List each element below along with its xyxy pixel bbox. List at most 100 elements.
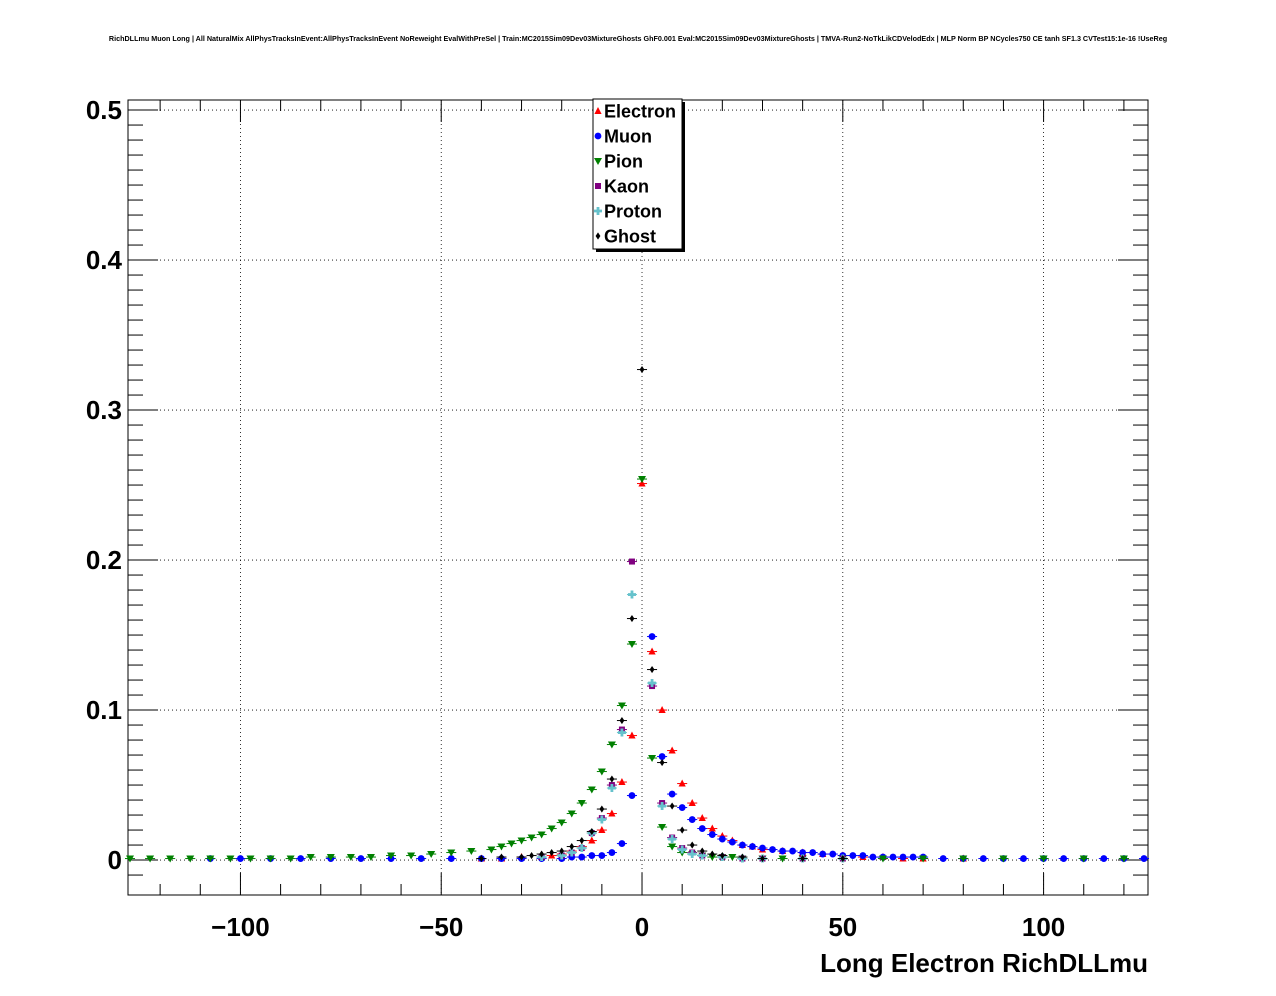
legend-label-electron: Electron	[604, 102, 676, 122]
data-point-pion	[567, 810, 576, 818]
data-point-pion	[597, 768, 606, 776]
data-point-ghost	[649, 665, 655, 674]
data-point-pion	[387, 852, 396, 860]
data-point-ghost	[719, 851, 725, 860]
data-point-muon	[728, 838, 736, 846]
data-point-electron	[648, 647, 656, 655]
y-tick-label: 0.5	[86, 95, 122, 125]
data-point-muon	[739, 841, 746, 849]
data-points	[124, 365, 1150, 863]
y-tick-label: 0.2	[86, 545, 122, 575]
data-point-muon	[297, 855, 305, 862]
data-point-ghost	[539, 850, 545, 858]
data-point-ghost	[569, 842, 575, 851]
data-point-pion	[919, 855, 928, 863]
data-point-muon	[417, 855, 425, 862]
data-point-ghost	[669, 802, 675, 810]
data-point-pion	[517, 837, 526, 845]
data-point-ghost	[760, 854, 765, 863]
data-point-pion	[638, 476, 647, 484]
data-point-electron	[628, 731, 636, 739]
data-point-pion	[206, 855, 215, 863]
data-point-pion	[1039, 855, 1048, 863]
data-point-ghost	[619, 716, 625, 725]
y-tick-label: 0	[108, 845, 122, 875]
legend-label-ghost: Ghost	[604, 227, 656, 247]
data-point-muon	[1020, 855, 1027, 862]
data-point-electron	[708, 824, 716, 832]
data-point-ghost	[519, 853, 524, 861]
data-point-proton	[658, 802, 667, 811]
axes: −100 −50 0 50 100 0 0.1 0.2 0.3 0.4 0.5	[86, 95, 1149, 942]
x-axis-title: Long Electron RichDLLmu	[820, 948, 1148, 978]
data-point-proton	[688, 850, 697, 859]
data-point-muon	[588, 852, 596, 859]
x-tick-label: 50	[828, 912, 857, 942]
data-point-pion	[306, 854, 315, 862]
data-point-pion	[648, 755, 657, 763]
data-point-electron	[678, 779, 686, 787]
data-point-pion	[467, 848, 476, 856]
x-tick-label: −50	[419, 912, 463, 942]
data-point-ghost	[740, 853, 745, 861]
data-point-pion	[557, 819, 566, 827]
data-point-pion	[246, 855, 255, 863]
data-point-electron	[598, 826, 606, 834]
data-point-electron	[658, 706, 666, 714]
data-point-ghost	[549, 848, 555, 857]
data-point-proton	[698, 851, 707, 860]
data-point-pion	[166, 855, 175, 863]
data-point-muon	[718, 835, 726, 843]
data-point-pion	[507, 840, 516, 848]
data-point-ghost	[599, 805, 605, 813]
data-point-pion	[537, 831, 546, 839]
y-tick-label: 0.3	[86, 395, 122, 425]
data-point-muon	[578, 853, 586, 861]
data-point-muon	[618, 840, 626, 847]
data-point-muon	[1100, 855, 1108, 862]
data-point-proton	[597, 815, 606, 824]
data-point-muon	[749, 843, 756, 850]
data-point-proton	[577, 844, 586, 853]
data-point-kaon	[628, 558, 635, 565]
data-point-electron	[618, 778, 626, 786]
data-point-ghost	[709, 850, 715, 858]
data-point-ghost	[639, 365, 645, 374]
data-point-pion	[1119, 855, 1128, 863]
legend-marker-kaon	[595, 183, 601, 189]
data-point-muon	[598, 852, 606, 859]
data-point-ghost	[800, 854, 806, 863]
y-tick-label: 0.4	[86, 245, 123, 275]
data-point-pion	[547, 825, 556, 833]
data-point-ghost	[689, 841, 695, 849]
data-point-muon	[698, 825, 706, 832]
data-point-ghost	[589, 827, 595, 836]
data-point-proton	[617, 728, 626, 737]
data-point-ghost	[699, 847, 705, 855]
data-point-muon	[829, 850, 837, 858]
series-muon	[205, 633, 1150, 862]
data-point-proton	[668, 835, 677, 844]
data-point-proton	[678, 845, 687, 854]
data-point-electron	[698, 814, 706, 822]
data-point-muon	[859, 852, 867, 859]
data-point-pion	[617, 702, 626, 710]
data-point-muon	[237, 855, 244, 862]
data-point-pion	[878, 855, 887, 863]
data-point-proton	[648, 679, 657, 688]
data-point-muon	[909, 853, 917, 861]
data-point-ghost	[529, 851, 534, 860]
data-point-muon	[678, 804, 686, 811]
data-point-muon	[658, 753, 666, 760]
data-point-pion	[999, 855, 1008, 863]
data-point-pion	[186, 855, 195, 863]
data-point-ghost	[679, 826, 685, 834]
data-point-muon	[979, 855, 987, 862]
page-title: RichDLLmu Muon Long | All NaturalMix All…	[108, 34, 1168, 43]
data-point-pion	[346, 854, 355, 862]
data-point-pion	[487, 846, 496, 854]
data-point-pion	[658, 824, 667, 832]
data-point-ghost	[559, 847, 565, 855]
data-point-muon	[819, 850, 827, 858]
data-point-muon	[769, 846, 776, 853]
